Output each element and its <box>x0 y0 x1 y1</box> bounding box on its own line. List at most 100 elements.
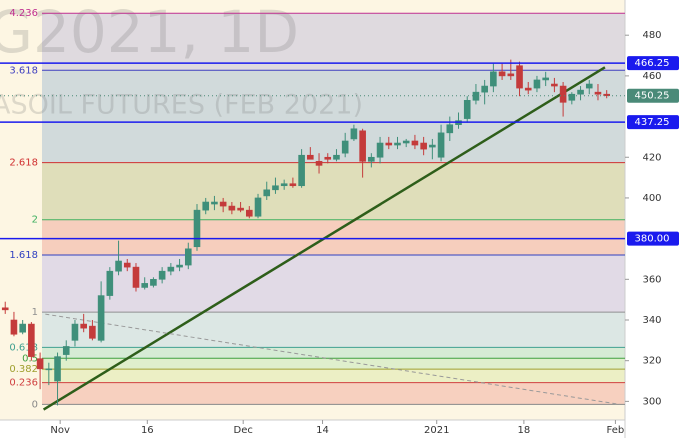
candle-body <box>228 205 236 211</box>
candle-body <box>97 295 105 341</box>
fib-band <box>42 347 625 359</box>
y-tick-label: 480 <box>642 30 661 41</box>
candle-body <box>132 266 140 288</box>
fib-band <box>42 13 625 71</box>
candle-body <box>1 307 9 311</box>
candle-body <box>472 91 480 101</box>
candle-body <box>551 83 558 87</box>
watermark: ASOIL FUTURES (FEB 2021) <box>0 90 363 121</box>
candle-body <box>542 77 549 81</box>
x-tick-label: 16 <box>141 425 154 436</box>
candle-body <box>533 79 541 89</box>
candle-body <box>333 154 340 160</box>
price-label: 466.25 <box>635 58 670 69</box>
fib-label: 0 <box>32 399 38 410</box>
fib-label: 3.618 <box>9 65 38 76</box>
last-price-box <box>627 88 679 103</box>
fib-label: 0.5 <box>22 353 38 364</box>
watermark: G2021, 1D <box>0 0 299 66</box>
y-tick-label: 360 <box>642 274 661 285</box>
candle-body <box>54 356 61 382</box>
candle-body <box>315 161 323 166</box>
price-label: 380.00 <box>635 234 670 245</box>
candle-body <box>437 132 445 158</box>
fib-label: 0.618 <box>9 342 38 353</box>
candle-body <box>594 91 602 95</box>
candle-body <box>19 323 26 333</box>
candle-body <box>411 140 419 146</box>
fib-band <box>42 219 625 255</box>
candle-body <box>463 99 471 119</box>
y-tick-label: 320 <box>642 356 661 367</box>
x-tick-label: Nov <box>50 425 70 436</box>
candle-body <box>376 142 384 158</box>
fib-label: 0.236 <box>9 378 38 389</box>
candle-body <box>490 71 497 87</box>
candle-body <box>80 323 87 329</box>
candle-body <box>272 185 279 191</box>
candle-body <box>28 323 35 357</box>
fib-label: 0.382 <box>9 364 38 375</box>
candle-body <box>341 140 349 154</box>
fib-label: 1.618 <box>9 250 38 261</box>
candle-body <box>71 323 79 341</box>
candle-body <box>150 279 157 286</box>
fib-label: 2 <box>32 215 38 226</box>
fib-band <box>42 312 625 348</box>
fib-label: 1 <box>32 307 38 318</box>
candle-body <box>481 85 488 93</box>
x-tick-label: Dec <box>234 425 253 436</box>
candle-body <box>289 183 297 187</box>
candle-body <box>123 262 131 268</box>
candle-body <box>89 325 96 339</box>
trend-line <box>45 313 620 405</box>
candle-body <box>211 201 218 205</box>
candle-body <box>62 346 70 355</box>
candle-body <box>394 142 401 146</box>
candle-body <box>246 209 253 217</box>
y-tick-label: 460 <box>642 71 661 82</box>
y-tick-label: 400 <box>642 193 661 204</box>
candle-body <box>559 85 567 103</box>
candle-body <box>359 130 366 162</box>
candle-body <box>402 140 410 144</box>
candle-body <box>524 87 532 91</box>
candle-body <box>324 156 332 160</box>
candle-body <box>141 283 149 288</box>
candle-body <box>385 142 393 146</box>
y-tick-label: 300 <box>642 396 661 407</box>
x-tick-label: 2021 <box>424 425 449 436</box>
price-label-box <box>627 231 679 246</box>
y-tick-label: 420 <box>642 152 661 163</box>
last-price-label: 450.25 <box>635 91 670 102</box>
candle-body <box>115 260 122 272</box>
x-tick-label: 18 <box>518 425 531 436</box>
fib-band <box>42 358 625 370</box>
candle-body <box>577 89 584 95</box>
price-label: 437.25 <box>635 117 670 128</box>
candle-body <box>516 65 523 89</box>
candle-body <box>568 93 576 101</box>
candle-body <box>446 124 454 134</box>
candle-body <box>254 197 262 217</box>
candle-body <box>350 128 358 140</box>
fib-label: 2.618 <box>9 158 38 169</box>
candle-body <box>45 368 53 371</box>
candle-body <box>603 93 610 97</box>
fib-band <box>42 369 625 383</box>
fib-band <box>42 382 625 405</box>
y-tick-label: 340 <box>642 315 661 326</box>
x-tick-label: 14 <box>316 425 329 436</box>
candle-body <box>585 83 593 89</box>
candle-body <box>280 183 288 187</box>
x-tick-label: Feb <box>607 425 625 436</box>
candle-body <box>263 189 271 197</box>
candle-body <box>36 358 44 370</box>
fib-label: 4.236 <box>9 8 38 19</box>
candle-body <box>106 270 114 296</box>
candle-body <box>498 71 506 77</box>
candle-body <box>507 73 515 77</box>
candle-body <box>184 248 192 266</box>
fib-band <box>42 162 625 220</box>
